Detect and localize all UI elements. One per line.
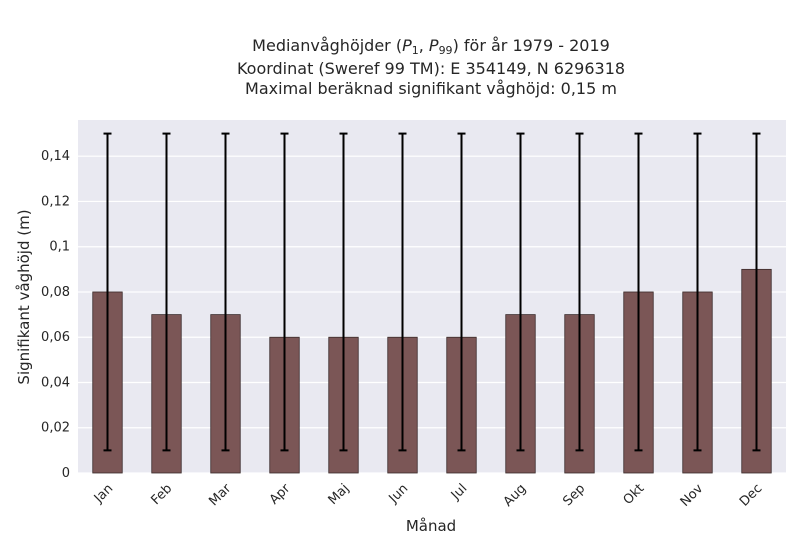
y-tick-label: 0,06 xyxy=(41,330,70,345)
chart-title-line-1: Medianvåghöjder (P1, P99) för år 1979 - … xyxy=(252,36,610,57)
title-p1-sub: 1 xyxy=(412,44,419,57)
x-tick-label: Aug xyxy=(501,481,530,510)
y-tick-label: 0,02 xyxy=(41,421,70,436)
x-tick-label: Nov xyxy=(678,481,707,510)
x-tick-label: Maj xyxy=(326,481,353,508)
y-tick-label: 0,12 xyxy=(41,194,70,209)
error-bars xyxy=(103,132,761,452)
x-axis-ticks: Jan Feb Mar Apr Maj Jun Jul Aug Sep Okt Nov Dec xyxy=(91,481,765,510)
y-axis-ticks: 0 0,02 0,04 0,06 0,08 0,1 0,12 0,14 xyxy=(41,149,70,481)
y-tick-label: 0,04 xyxy=(41,375,70,390)
y-tick-label: 0 xyxy=(62,466,70,481)
title-p99-sub: 99 xyxy=(439,44,453,57)
y-axis-label: Signifikant våghöjd (m) xyxy=(15,209,33,384)
title-sep: , xyxy=(419,36,429,55)
x-tick-label: Feb xyxy=(148,481,175,508)
x-axis-label: Månad xyxy=(406,517,456,535)
y-tick-label: 0,14 xyxy=(41,149,70,164)
x-tick-label: Okt xyxy=(621,481,648,508)
y-tick-label: 0,08 xyxy=(41,285,70,300)
title-p1: P xyxy=(402,36,412,55)
plot-area xyxy=(78,120,786,473)
title-suffix: ) för år 1979 - 2019 xyxy=(453,36,610,55)
x-tick-label: Jan xyxy=(91,481,116,506)
title-p99: P xyxy=(429,36,439,55)
x-tick-label: Dec xyxy=(737,481,765,509)
y-tick-label: 0,1 xyxy=(49,240,70,255)
title-prefix: Medianvåghöjder ( xyxy=(252,36,402,55)
x-tick-label: Jun xyxy=(386,481,412,507)
x-tick-label: Apr xyxy=(267,481,294,508)
x-tick-label: Jul xyxy=(448,481,470,503)
x-tick-label: Sep xyxy=(560,481,588,509)
chart-title-line-3: Maximal beräknad signifikant våghöjd: 0,… xyxy=(245,79,617,98)
chart-title-line-2: Koordinat (Sweref 99 TM): E 354149, N 62… xyxy=(237,59,625,78)
gridlines xyxy=(78,155,786,474)
x-tick-label: Mar xyxy=(206,481,234,509)
